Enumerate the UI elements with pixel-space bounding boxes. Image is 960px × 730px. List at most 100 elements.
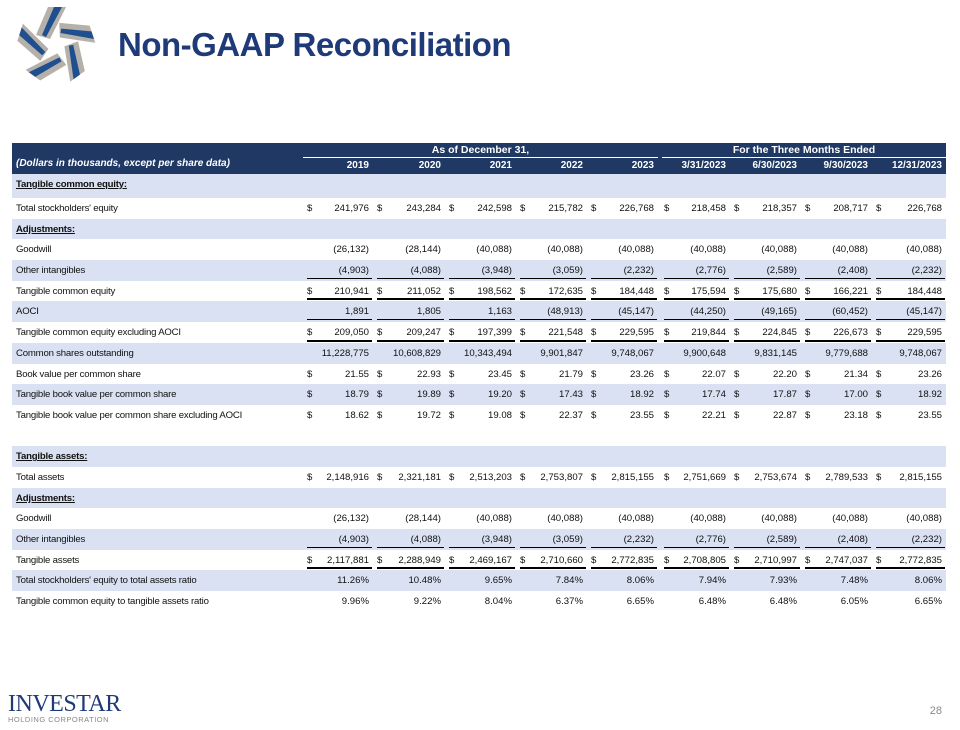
value-cell: $21.55 (303, 364, 373, 385)
value-cell: (2,408) (801, 260, 872, 281)
cell-value: (3,948) (481, 534, 512, 545)
value-cell: (2,776) (660, 260, 730, 281)
table-row: Tangible book value per common share $18.… (12, 384, 946, 405)
value-cell: $19.08 (445, 405, 516, 426)
cell-underline (520, 319, 586, 321)
value-cell: (45,147) (587, 301, 658, 322)
value-cell: $17.74 (660, 384, 730, 405)
currency-symbol: $ (876, 285, 882, 297)
cell-underline (664, 567, 729, 570)
cell-value: 9,831,145 (754, 347, 797, 359)
cell-value: 175,594 (691, 285, 726, 297)
value-cell: $241,976 (303, 198, 373, 219)
cell-value: 10.48% (408, 575, 441, 587)
cell-value: 6.65% (914, 596, 942, 608)
cell-value: 7.48% (840, 575, 868, 587)
value-cell: (45,147) (872, 301, 946, 322)
cell-value: 21.79 (558, 368, 583, 380)
investar-logo: INVESTAR HOLDING CORPORATION (8, 692, 121, 724)
cell-value: 172,635 (548, 285, 583, 297)
value-cell: 6.48% (660, 591, 730, 612)
cell-value: 219,844 (691, 327, 726, 339)
value-cell: (40,088) (730, 239, 801, 260)
cell-value: 184,448 (619, 285, 654, 297)
value-cell: $219,844 (660, 322, 730, 343)
cell-value: 2,288,949 (398, 554, 441, 566)
cell-underline (734, 277, 800, 279)
value-cell: $2,747,037 (801, 550, 872, 571)
cell-value: 2,815,155 (899, 471, 942, 483)
value-cell: 9,748,067 (587, 343, 658, 364)
cell-underline (449, 546, 515, 548)
value-cell: (2,232) (872, 260, 946, 281)
currency-symbol: $ (734, 368, 740, 380)
cell-underline (377, 298, 444, 301)
table-row: Tangible book value per common share exc… (12, 405, 946, 426)
cell-underline (307, 319, 372, 321)
value-cell: 6.65% (587, 591, 658, 612)
row-label: Tangible common equity (16, 285, 116, 297)
value-cell: (4,903) (303, 529, 373, 550)
cell-value: (60,452) (832, 306, 868, 318)
cell-value: (2,589) (766, 534, 797, 545)
value-cell: $2,321,181 (373, 467, 445, 488)
table-row: Tangible assets $2,117,881 $2,288,949 $2,46… (12, 550, 946, 571)
cell-value: 2,789,533 (825, 471, 868, 483)
cell-value: 2,753,807 (540, 471, 583, 483)
value-cell: $209,050 (303, 322, 373, 343)
page-title: Non-GAAP Reconciliation (118, 26, 512, 63)
cell-value: 229,595 (907, 327, 942, 339)
cell-value: 10,343,494 (463, 347, 512, 359)
value-cell: $2,753,807 (516, 467, 587, 488)
currency-symbol: $ (520, 471, 526, 483)
cell-value: 9.22% (413, 596, 441, 608)
cell-underline (377, 319, 444, 321)
cell-value: 23.26 (629, 368, 654, 380)
currency-symbol: $ (876, 368, 882, 380)
table-row: Other intangibles (4,903) (4,088) (3,948) (3… (12, 529, 946, 550)
cell-underline (449, 298, 515, 301)
cell-underline (876, 339, 945, 342)
cell-value: 8.06% (626, 575, 654, 587)
currency-symbol: $ (307, 554, 313, 566)
value-cell: (2,232) (872, 529, 946, 550)
table-row: Tangible common equity excluding AOCI $20… (12, 322, 946, 343)
value-cell: (60,452) (801, 301, 872, 322)
value-cell: (40,088) (445, 239, 516, 260)
row-label: Book value per common share (16, 368, 141, 380)
cell-value: 18.62 (344, 409, 369, 421)
value-cell: (49,165) (730, 301, 801, 322)
value-cell: 9,900,648 (660, 343, 730, 364)
currency-symbol: $ (377, 471, 383, 483)
cell-underline (449, 567, 515, 570)
cell-value: (40,088) (761, 244, 797, 256)
cell-value: (2,776) (695, 534, 726, 545)
cell-value: 6.65% (626, 596, 654, 608)
cell-underline (734, 567, 800, 570)
group-header-annual: As of December 31, (303, 144, 658, 158)
cell-value: 210,941 (334, 285, 369, 297)
cell-underline (805, 567, 871, 570)
value-cell: $22.93 (373, 364, 445, 385)
cell-underline (377, 546, 444, 548)
value-cell: $2,469,167 (445, 550, 516, 571)
value-cell: $2,815,155 (587, 467, 658, 488)
currency-symbol: $ (591, 285, 597, 297)
cell-value: 197,399 (477, 327, 512, 339)
currency-symbol: $ (805, 554, 811, 566)
value-cell: (2,589) (730, 529, 801, 550)
cell-underline (876, 567, 945, 570)
cell-value: 229,595 (619, 327, 654, 339)
value-cell: $229,595 (587, 322, 658, 343)
currency-symbol: $ (876, 327, 882, 339)
currency-symbol: $ (664, 327, 670, 339)
cell-value: 6.48% (698, 596, 726, 608)
value-cell: 9,831,145 (730, 343, 801, 364)
cell-underline (805, 298, 871, 301)
currency-symbol: $ (449, 554, 455, 566)
section-header-row: Adjustments: (12, 487, 946, 509)
cell-value: 22.20 (772, 368, 797, 380)
currency-symbol: $ (876, 409, 882, 421)
column-header: 6/30/2023 (752, 160, 798, 171)
value-cell: $166,221 (801, 281, 872, 302)
